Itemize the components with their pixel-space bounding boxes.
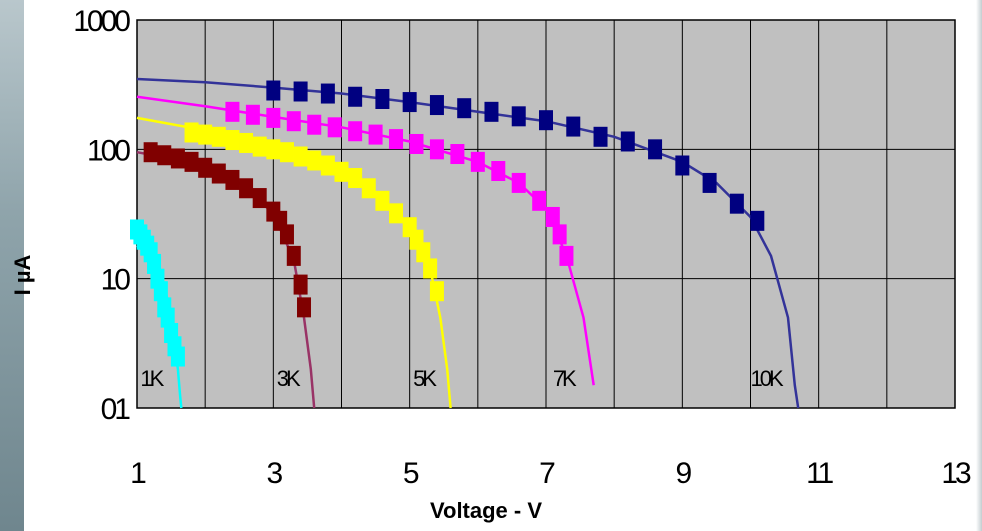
data-point-5K bbox=[198, 124, 213, 145]
data-point-7K bbox=[286, 111, 301, 132]
data-point-10K bbox=[593, 126, 608, 147]
data-point-10K bbox=[539, 110, 553, 131]
data-point-5K bbox=[320, 155, 335, 176]
data-point-10K bbox=[702, 172, 717, 193]
data-point-5K bbox=[293, 146, 308, 167]
data-point-10K bbox=[429, 95, 444, 116]
data-point-5K bbox=[429, 281, 444, 302]
x-tick-label: 7 bbox=[539, 457, 555, 490]
x-tick-label: 5 bbox=[403, 457, 419, 490]
grid-lines bbox=[137, 20, 955, 408]
data-point-10K bbox=[648, 139, 663, 160]
data-point-3K bbox=[239, 178, 254, 199]
data-point-7K bbox=[245, 104, 260, 125]
curve-label-5K: 5K bbox=[413, 366, 437, 391]
curve-label-1K: 1K bbox=[140, 366, 164, 391]
data-point-5K bbox=[375, 190, 390, 211]
data-point-5K bbox=[252, 136, 267, 157]
data-point-3K bbox=[211, 163, 226, 184]
data-point-3K bbox=[198, 157, 213, 178]
data-point-7K bbox=[450, 144, 465, 165]
data-point-7K bbox=[491, 160, 506, 181]
data-point-3K bbox=[143, 142, 158, 163]
x-tick-label: 1 bbox=[130, 457, 146, 490]
data-point-7K bbox=[225, 101, 240, 122]
data-point-5K bbox=[423, 258, 438, 279]
data-point-7K bbox=[266, 107, 281, 128]
data-point-10K bbox=[293, 81, 308, 102]
data-point-10K bbox=[266, 80, 281, 101]
slide-right-edge bbox=[976, 0, 982, 531]
data-point-5K bbox=[307, 150, 322, 171]
curve-label-10K: 10K bbox=[751, 366, 784, 391]
data-point-5K bbox=[225, 130, 240, 151]
data-point-5K bbox=[211, 126, 226, 147]
y-tick-label: 10 bbox=[101, 264, 131, 297]
data-point-7K bbox=[429, 139, 444, 160]
x-axis-title: Voltage - V bbox=[430, 498, 542, 523]
x-tick-label: 11 bbox=[806, 457, 833, 490]
data-point-10K bbox=[375, 89, 390, 110]
data-point-3K bbox=[279, 224, 294, 245]
y-tick-label: 01 bbox=[101, 393, 131, 426]
y-tick-label: 1000 bbox=[73, 5, 130, 38]
data-point-5K bbox=[389, 203, 404, 224]
data-point-10K bbox=[511, 106, 526, 127]
x-tick-label: 3 bbox=[266, 457, 282, 490]
data-point-3K bbox=[297, 297, 312, 318]
curve-label-3K: 3K bbox=[277, 366, 301, 391]
data-point-10K bbox=[402, 92, 417, 113]
data-point-7K bbox=[559, 245, 574, 266]
data-point-5K bbox=[416, 242, 431, 263]
data-point-3K bbox=[225, 169, 240, 190]
data-point-3K bbox=[252, 188, 267, 209]
data-point-7K bbox=[327, 117, 342, 138]
data-point-5K bbox=[184, 122, 199, 143]
data-point-5K bbox=[266, 139, 281, 160]
data-point-5K bbox=[361, 178, 376, 199]
data-point-10K bbox=[484, 101, 499, 122]
data-point-7K bbox=[307, 114, 322, 135]
y-axis-title: I µA bbox=[10, 254, 35, 295]
curve-label-7K: 7K bbox=[553, 366, 577, 391]
data-point-7K bbox=[348, 121, 363, 142]
data-point-3K bbox=[286, 245, 301, 266]
data-point-7K bbox=[389, 129, 404, 150]
data-point-10K bbox=[729, 193, 744, 214]
data-point-5K bbox=[334, 161, 349, 182]
data-point-7K bbox=[511, 172, 526, 193]
x-tick-label: 9 bbox=[675, 457, 691, 490]
slide-background-panel bbox=[0, 0, 24, 531]
data-point-3K bbox=[170, 148, 185, 169]
data-point-7K bbox=[552, 224, 567, 245]
data-point-5K bbox=[279, 142, 294, 163]
data-point-3K bbox=[184, 151, 199, 172]
data-point-3K bbox=[293, 274, 308, 295]
data-point-5K bbox=[239, 132, 254, 153]
data-markers bbox=[130, 80, 765, 367]
x-tick-label: 13 bbox=[941, 457, 971, 490]
data-point-7K bbox=[409, 133, 424, 154]
data-point-7K bbox=[532, 190, 547, 211]
data-point-10K bbox=[348, 86, 363, 107]
data-point-10K bbox=[566, 116, 581, 137]
data-point-5K bbox=[348, 168, 363, 189]
data-point-3K bbox=[157, 145, 172, 166]
data-point-7K bbox=[470, 151, 485, 172]
y-tick-label: 100 bbox=[87, 134, 130, 167]
data-point-10K bbox=[750, 210, 765, 231]
data-point-10K bbox=[457, 98, 472, 119]
data-point-7K bbox=[545, 206, 560, 227]
data-point-10K bbox=[620, 131, 635, 152]
data-point-10K bbox=[320, 83, 335, 104]
data-point-7K bbox=[368, 124, 383, 145]
data-point-10K bbox=[675, 155, 690, 176]
data-point-1K bbox=[170, 346, 185, 367]
data-point-1K bbox=[160, 307, 175, 328]
data-point-1K bbox=[153, 281, 168, 302]
